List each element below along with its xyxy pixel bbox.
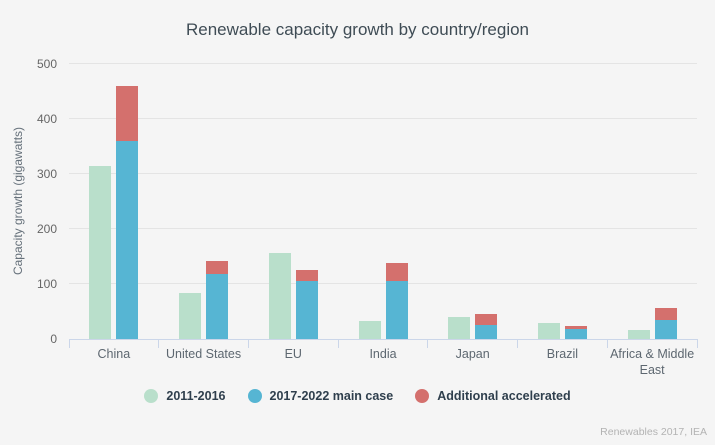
gridline-500 <box>69 63 697 64</box>
source-credit: Renewables 2017, IEA <box>600 426 707 438</box>
bar-2017-2022-main-case-india[interactable] <box>385 281 408 339</box>
x-axis-label-africa-middle-east: Africa & Middle East <box>610 347 695 377</box>
bar-additional-accelerated-japan[interactable] <box>475 314 498 326</box>
gridline-300 <box>69 173 697 174</box>
x-axis-label-eu: EU <box>284 347 302 361</box>
bar-2017-2022-main-case-united-states[interactable] <box>206 273 229 339</box>
x-axis-label-china: China <box>97 347 131 361</box>
bar-2011-2016-brazil[interactable] <box>537 323 560 339</box>
x-axis-tick <box>696 339 698 348</box>
y-tick-label-200: 200 <box>36 222 57 236</box>
bar-2011-2016-united-states[interactable] <box>179 292 202 339</box>
x-axis-line <box>69 339 697 340</box>
gridline-100 <box>69 283 697 284</box>
bar-2017-2022-main-case-china[interactable] <box>116 141 139 339</box>
bar-2017-2022-main-case-japan[interactable] <box>475 325 498 339</box>
bar-2017-2022-main-case-eu[interactable] <box>295 281 318 339</box>
x-axis-label-japan: Japan <box>455 347 490 361</box>
y-tick-label-500: 500 <box>36 57 57 71</box>
bar-additional-accelerated-africa-middle-east[interactable] <box>654 307 677 320</box>
y-tick-label-0: 0 <box>50 332 57 346</box>
bar-additional-accelerated-brazil[interactable] <box>564 326 587 330</box>
bar-2011-2016-japan[interactable] <box>448 317 471 339</box>
x-axis-tick <box>606 339 608 348</box>
y-tick-label-100: 100 <box>36 277 57 291</box>
legend-label: Additional accelerated <box>437 389 571 403</box>
x-axis-label-united-states: United States <box>166 347 242 361</box>
legend-swatch-icon <box>144 389 159 403</box>
x-axis-tick <box>247 339 249 348</box>
x-axis-tick <box>158 339 160 348</box>
legend-label: 2011-2016 <box>166 389 226 403</box>
chart-title: Renewable capacity growth by country/reg… <box>185 20 530 39</box>
bar-additional-accelerated-india[interactable] <box>385 262 408 282</box>
bar-2017-2022-main-case-africa-middle-east[interactable] <box>654 319 677 339</box>
bar-2011-2016-africa-middle-east[interactable] <box>627 330 650 339</box>
chart-legend: 2011-2016 2017-2022 main case Additional a… <box>0 389 715 403</box>
legend-item-2017-2022-main-case[interactable]: 2017-2022 main case <box>247 389 394 403</box>
x-axis-tick <box>427 339 429 348</box>
legend-swatch-icon <box>247 389 262 403</box>
legend-item-2011-2016[interactable]: 2011-2016 <box>144 389 226 403</box>
bar-2017-2022-main-case-brazil[interactable] <box>564 329 587 339</box>
y-tick-label-300: 300 <box>36 167 57 181</box>
x-axis-tick <box>68 339 70 348</box>
y-tick-label-400: 400 <box>36 112 57 126</box>
bar-2011-2016-india[interactable] <box>358 321 381 339</box>
bar-2011-2016-china[interactable] <box>89 165 112 339</box>
bar-2011-2016-eu[interactable] <box>268 252 291 339</box>
bar-additional-accelerated-china[interactable] <box>116 86 139 141</box>
bar-additional-accelerated-united-states[interactable] <box>206 260 229 274</box>
gridline-200 <box>69 228 697 229</box>
x-axis-label-brazil: Brazil <box>546 347 579 361</box>
bar-additional-accelerated-eu[interactable] <box>295 270 318 282</box>
gridline-400 <box>69 118 697 119</box>
plot-area <box>68 63 698 348</box>
legend-label: 2017-2022 main case <box>269 389 394 403</box>
legend-swatch-icon <box>415 389 430 403</box>
legend-item-additional-accelerated[interactable]: Additional accelerated <box>415 389 571 403</box>
x-axis-label-india: India <box>369 347 397 361</box>
x-axis-tick <box>517 339 519 348</box>
x-axis-tick <box>337 339 339 348</box>
